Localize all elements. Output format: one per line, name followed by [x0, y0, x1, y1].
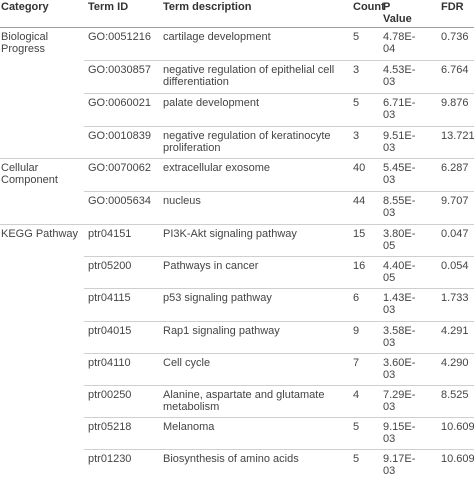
- header-p-value: P Value: [383, 1, 412, 25]
- term-description-cell: Pathways in cancer: [163, 260, 259, 272]
- header-category: Category: [1, 1, 49, 13]
- p-value-cell: 9.17E- 03: [383, 453, 416, 477]
- term-description-cell: cartilage development: [163, 31, 271, 43]
- term-description-cell: extracellular exosome: [163, 162, 270, 174]
- count-cell: 5: [353, 421, 360, 433]
- count-cell: 3: [353, 130, 360, 142]
- p-value-cell: 9.15E- 03: [383, 421, 416, 445]
- p-value-cell: 4.78E- 04: [383, 31, 416, 55]
- row-divider: [84, 385, 474, 386]
- p-value-cell: 4.53E- 03: [383, 64, 416, 88]
- term-id-cell: ptr04151: [88, 228, 132, 240]
- term-description-cell: Rap1 signaling pathway: [163, 325, 280, 337]
- term-id-cell: ptr04015: [88, 325, 132, 337]
- row-divider: [84, 60, 474, 61]
- count-cell: 3: [353, 64, 360, 76]
- row-divider: [84, 126, 474, 127]
- fdr-cell: 8.525: [441, 389, 469, 401]
- term-id-cell: GO:0030857: [88, 64, 151, 76]
- row-divider: [84, 191, 474, 192]
- term-description-cell: Biosynthesis of amino acids: [163, 453, 299, 465]
- category-cell: Biological Progress: [1, 31, 49, 55]
- p-value-cell: 5.45E- 03: [383, 162, 416, 186]
- row-divider: [0, 224, 474, 225]
- fdr-cell: 9.876: [441, 97, 469, 109]
- fdr-cell: 6.764: [441, 64, 469, 76]
- term-description-cell: negative regulation of epithelial cell d…: [163, 64, 335, 88]
- row-divider: [84, 449, 474, 450]
- row-divider: [84, 353, 474, 354]
- fdr-cell: 1.733: [441, 292, 469, 304]
- fdr-cell: 4.291: [441, 325, 469, 337]
- p-value-cell: 1.43E- 03: [383, 292, 416, 316]
- row-divider: [84, 288, 474, 289]
- p-value-cell: 8.55E- 03: [383, 195, 416, 219]
- header-count: Count: [353, 1, 385, 13]
- header-fdr: FDR: [441, 1, 464, 13]
- term-description-cell: p53 signaling pathway: [163, 292, 272, 304]
- category-cell: Cellular Component: [1, 162, 58, 186]
- term-id-cell: GO:0060021: [88, 97, 151, 109]
- p-value-cell: 3.60E- 03: [383, 357, 416, 381]
- term-id-cell: GO:0005634: [88, 195, 151, 207]
- p-value-cell: 6.71E- 03: [383, 97, 416, 121]
- term-description-cell: negative regulation of keratinocyte prol…: [163, 130, 331, 154]
- row-divider: [84, 417, 474, 418]
- count-cell: 5: [353, 31, 360, 43]
- fdr-cell: 10.609: [441, 453, 474, 465]
- count-cell: 16: [353, 260, 366, 272]
- term-description-cell: Cell cycle: [163, 357, 211, 369]
- header-term-description: Term description: [163, 1, 252, 13]
- header-divider: [0, 27, 474, 28]
- fdr-cell: 9.707: [441, 195, 469, 207]
- row-divider: [84, 93, 474, 94]
- count-cell: 5: [353, 97, 360, 109]
- term-description-cell: Melanoma: [163, 421, 215, 433]
- row-divider: [84, 256, 474, 257]
- header-term-id: Term ID: [88, 1, 129, 13]
- fdr-cell: 4.290: [441, 357, 469, 369]
- term-id-cell: ptr05200: [88, 260, 132, 272]
- fdr-cell: 6.287: [441, 162, 469, 174]
- count-cell: 44: [353, 195, 366, 207]
- category-cell: KEGG Pathway: [1, 228, 79, 240]
- p-value-cell: 3.58E- 03: [383, 325, 416, 349]
- row-divider: [84, 321, 474, 322]
- term-id-cell: GO:0051216: [88, 31, 151, 43]
- term-id-cell: ptr00250: [88, 389, 132, 401]
- term-id-cell: GO:0070062: [88, 162, 151, 174]
- fdr-cell: 10.609: [441, 421, 474, 433]
- fdr-cell: 0.047: [441, 228, 469, 240]
- count-cell: 15: [353, 228, 366, 240]
- count-cell: 40: [353, 162, 366, 174]
- count-cell: 4: [353, 389, 360, 401]
- row-divider: [0, 158, 474, 159]
- term-description-cell: nucleus: [163, 195, 201, 207]
- count-cell: 7: [353, 357, 360, 369]
- term-description-cell: palate development: [163, 97, 260, 109]
- term-id-cell: ptr01230: [88, 453, 132, 465]
- term-description-cell: PI3K-Akt signaling pathway: [163, 228, 297, 240]
- fdr-cell: 13.721: [441, 130, 474, 142]
- fdr-cell: 0.054: [441, 260, 469, 272]
- count-cell: 6: [353, 292, 360, 304]
- p-value-cell: 9.51E- 03: [383, 130, 416, 154]
- p-value-cell: 3.80E- 05: [383, 228, 416, 252]
- p-value-cell: 7.29E- 03: [383, 389, 416, 413]
- term-id-cell: ptr04110: [88, 357, 131, 369]
- term-id-cell: GO:0010839: [88, 130, 151, 142]
- term-description-cell: Alanine, aspartate and glutamate metabol…: [163, 389, 325, 413]
- fdr-cell: 0.736: [441, 31, 469, 43]
- p-value-cell: 4.40E- 05: [383, 260, 416, 284]
- count-cell: 5: [353, 453, 360, 465]
- count-cell: 9: [353, 325, 360, 337]
- term-id-cell: ptr05218: [88, 421, 132, 433]
- term-id-cell: ptr04115: [88, 292, 131, 304]
